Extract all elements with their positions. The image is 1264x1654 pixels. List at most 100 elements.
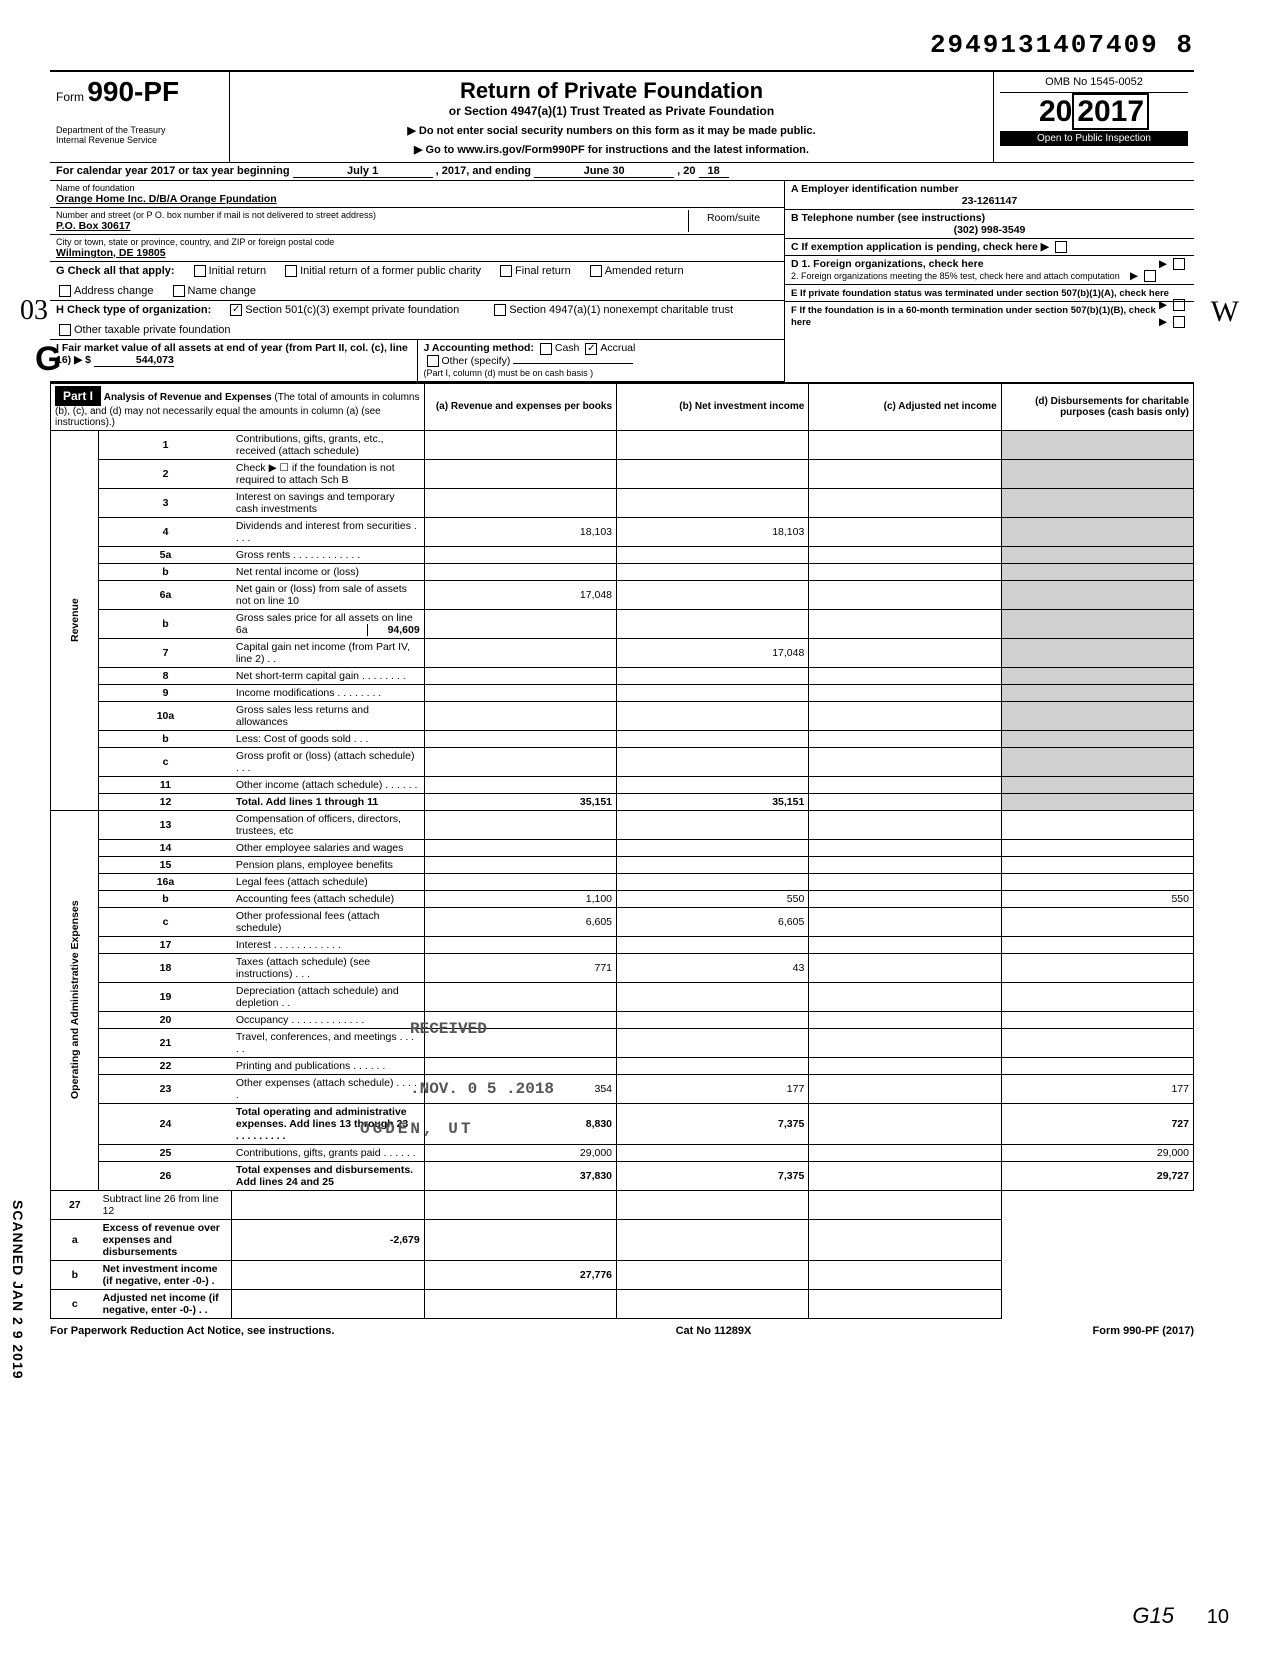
col-a-val[interactable]: 771 [424,953,616,982]
col-b-val[interactable]: 7,375 [617,1103,809,1144]
col-d-val[interactable] [809,1190,1001,1219]
col-d-val[interactable] [1001,953,1193,982]
col-d-val[interactable] [1001,793,1193,810]
col-c-val[interactable] [809,1011,1001,1028]
col-b-val[interactable] [424,1190,616,1219]
col-b-val[interactable] [424,1289,616,1318]
col-d-val[interactable]: 29,727 [1001,1161,1193,1190]
col-c-val[interactable] [809,488,1001,517]
col-c-val[interactable] [809,1057,1001,1074]
col-a-val[interactable]: 6,605 [424,907,616,936]
phone[interactable]: (302) 998-3549 [791,224,1188,236]
col-c-val[interactable] [617,1219,809,1260]
col-a-val[interactable]: -2,679 [232,1219,424,1260]
cb-f[interactable] [1173,316,1185,328]
col-c-val[interactable] [809,1161,1001,1190]
col-d-val[interactable] [1001,730,1193,747]
col-d-val[interactable] [1001,517,1193,546]
col-a-val[interactable] [232,1260,424,1289]
col-d-val[interactable] [1001,684,1193,701]
col-d-val[interactable] [1001,810,1193,839]
cb-4947[interactable] [494,304,506,316]
end-year[interactable]: 18 [699,165,729,178]
col-c-val[interactable] [809,459,1001,488]
cb-initial-former[interactable] [285,265,297,277]
col-a-val[interactable] [232,1190,424,1219]
col-b-val[interactable] [617,459,809,488]
cb-d1[interactable] [1173,258,1185,270]
col-b-val[interactable] [617,667,809,684]
col-d-val[interactable] [809,1289,1001,1318]
col-b-val[interactable] [617,776,809,793]
col-d-val[interactable]: 177 [1001,1074,1193,1103]
col-b-val[interactable] [617,747,809,776]
col-b-val[interactable] [617,546,809,563]
col-b-val[interactable] [617,701,809,730]
col-a-val[interactable] [424,488,616,517]
cb-cash[interactable] [540,343,552,355]
col-a-val[interactable] [424,1057,616,1074]
col-c-val[interactable] [809,747,1001,776]
col-d-val[interactable] [1001,873,1193,890]
col-b-val[interactable] [617,936,809,953]
col-a-val[interactable]: 18,103 [424,517,616,546]
address[interactable]: P.O. Box 30617 [56,220,688,232]
col-a-val[interactable] [424,747,616,776]
col-b-val[interactable] [617,1057,809,1074]
col-b-val[interactable] [617,839,809,856]
col-c-val[interactable] [809,953,1001,982]
col-b-val[interactable] [617,856,809,873]
foundation-name[interactable]: Orange Home Inc. D/B/A Orange Fpundation [56,193,778,205]
col-b-val[interactable] [617,488,809,517]
col-a-val[interactable] [424,563,616,580]
col-b-val[interactable] [617,609,809,638]
col-c-val[interactable] [809,936,1001,953]
col-b-val[interactable]: 550 [617,890,809,907]
col-d-val[interactable] [1001,1028,1193,1057]
col-d-val[interactable] [1001,580,1193,609]
col-d-val[interactable] [1001,747,1193,776]
col-d-val[interactable]: 29,000 [1001,1144,1193,1161]
col-c-val[interactable] [617,1289,809,1318]
cb-d2[interactable] [1144,270,1156,282]
col-b-val[interactable]: 17,048 [617,638,809,667]
col-d-val[interactable] [1001,856,1193,873]
col-c-val[interactable] [809,684,1001,701]
col-c-val[interactable] [809,776,1001,793]
col-d-val[interactable] [1001,1011,1193,1028]
col-b-val[interactable]: 43 [617,953,809,982]
col-a-val[interactable]: 8,830 [424,1103,616,1144]
col-c-val[interactable] [809,580,1001,609]
cb-e[interactable] [1173,299,1185,311]
col-a-val[interactable] [424,873,616,890]
col-c-val[interactable] [809,517,1001,546]
col-b-val[interactable]: 18,103 [617,517,809,546]
col-a-val[interactable] [424,638,616,667]
col-b-val[interactable] [617,563,809,580]
col-a-val[interactable] [232,1289,424,1318]
end-month[interactable]: June 30 [534,165,674,178]
col-b-val[interactable]: 6,605 [617,907,809,936]
col-b-val[interactable]: 7,375 [617,1161,809,1190]
cb-amended[interactable] [590,265,602,277]
cb-other-tax[interactable] [59,324,71,336]
col-c-val[interactable] [617,1190,809,1219]
col-c-val[interactable] [809,1074,1001,1103]
cb-c[interactable] [1055,241,1067,253]
col-d-val[interactable]: 727 [1001,1103,1193,1144]
col-c-val[interactable] [809,839,1001,856]
col-b-val[interactable] [617,873,809,890]
col-a-val[interactable] [424,459,616,488]
col-a-val[interactable] [424,776,616,793]
other-specify[interactable] [513,363,633,364]
col-d-val[interactable] [1001,701,1193,730]
col-d-val[interactable] [1001,430,1193,459]
col-d-val[interactable] [1001,667,1193,684]
col-d-val[interactable]: 550 [1001,890,1193,907]
begin-date[interactable]: July 1 [293,165,433,178]
ein[interactable]: 23-1261147 [791,195,1188,207]
col-b-val[interactable]: 177 [617,1074,809,1103]
col-a-val[interactable]: 1,100 [424,890,616,907]
col-d-val[interactable] [1001,907,1193,936]
cb-501c3[interactable]: ✓ [230,304,242,316]
